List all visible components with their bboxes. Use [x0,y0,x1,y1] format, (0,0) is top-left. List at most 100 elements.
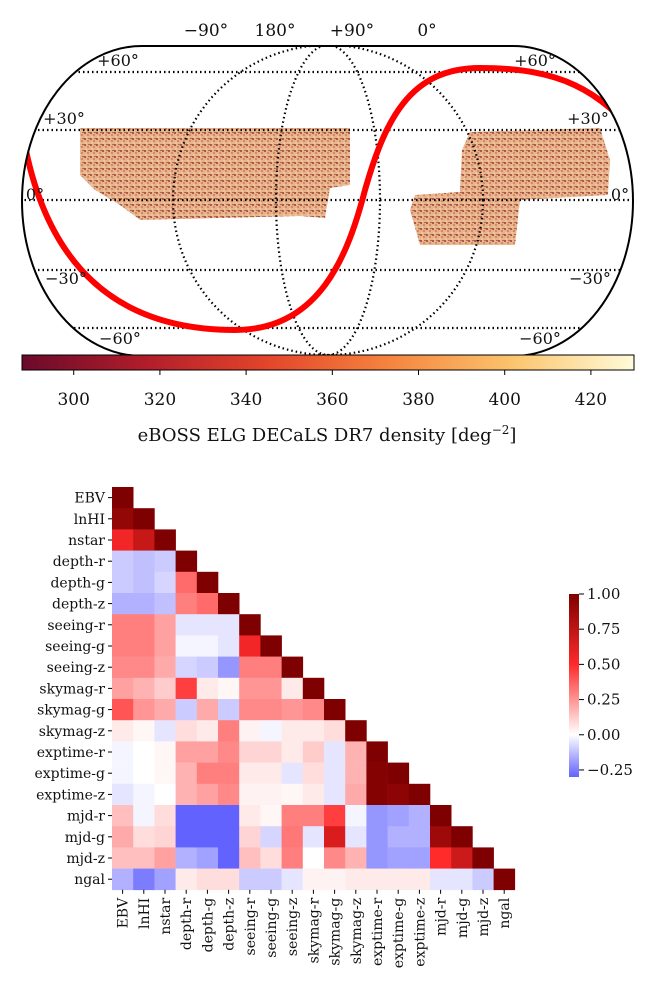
corr-cell [133,529,155,551]
corr-row-label: skymag-g [37,703,105,719]
lon-label: 180° [255,21,296,41]
corr-cell [175,677,198,700]
density-tick-label: 380 [402,390,434,410]
corr-cell [366,805,388,827]
corr-cell [175,614,198,636]
corr-cell [112,783,134,806]
corr-cell [430,805,452,827]
corr-cell [133,614,155,636]
corr-cell [260,826,282,848]
corr-cell [366,847,388,869]
corr-cell [239,656,261,679]
corr-cell [133,741,155,763]
density-colorbar-label: eBOSS ELG DECaLS DR7 density [deg−2] [138,423,517,446]
corr-row-label: mjd-z [66,851,105,867]
corr-cell [302,868,325,891]
corr-cell [112,635,134,657]
corr-cell [239,847,261,869]
corr-row-label: mjd-g [65,830,105,846]
corr-cell [302,783,325,806]
corr-cell [154,529,176,551]
corr-cell [175,741,198,763]
corr-cell [175,868,198,891]
corr-cell [239,677,261,700]
corr-cell [260,635,282,657]
corr-cell [112,550,134,573]
corr-cell [112,741,134,763]
corr-cell [345,762,367,785]
corr-cell [175,762,198,785]
corr-cell [175,550,198,573]
corr-cell [430,868,452,891]
corr-cell [387,868,410,891]
corr-cell [260,677,282,700]
corr-col-label: depth-r [179,897,195,950]
corr-col-label: lnHI [137,898,153,929]
corr-col-label: seeing-r [243,897,259,955]
corr-cell [218,741,240,763]
corr-cell [451,826,473,848]
density-tick-label: 300 [57,390,89,410]
corr-col-label: exptime-g [391,898,407,969]
corr-cell [366,783,388,806]
corr-cell [196,614,219,636]
corr-colorbar-tick-label: 0.50 [587,655,620,673]
corr-cell [218,677,240,700]
corr-cell [281,741,304,763]
corr-cell [218,635,240,657]
corr-row-label: seeing-z [47,660,105,676]
corr-cell [175,699,198,721]
corr-row-label: skymag-r [39,681,105,697]
lon-label: −90° [184,21,228,41]
corr-cell [366,762,388,785]
corr-colorbar-tick-label: 0.25 [587,691,620,709]
lat-label-left: 0° [26,185,44,204]
corr-row-label: exptime-g [35,766,106,782]
corr-cell [345,720,367,742]
corr-cell [408,783,431,806]
corr-cell [302,720,325,742]
corr-cell [239,826,261,848]
corr-cell [112,571,134,594]
corr-col-label: seeing-z [285,898,301,956]
corr-cell [324,805,346,827]
corr-cell [239,783,261,806]
corr-row-label: seeing-g [45,639,105,655]
density-tick-label: 400 [488,390,520,410]
corr-col-label: skymag-g [328,898,344,966]
corr-cell [302,826,325,848]
corr-cell [133,635,155,657]
corr-cell [112,805,134,827]
density-colorbar [21,354,635,371]
corr-colorbar-tick-label: 0.75 [587,620,620,638]
corr-cell [154,783,176,806]
corr-col-label: mjd-g [455,898,471,938]
lat-label-right: −30° [569,269,611,288]
corr-cell [175,720,198,742]
footprint-ngc [80,128,350,220]
corr-col-label: seeing-g [264,898,280,958]
corr-cell [345,783,367,806]
corr-cell [324,699,346,721]
corr-cell [175,635,198,657]
corr-cell [133,826,155,848]
corr-cell [196,868,219,891]
corr-cell [281,805,304,827]
density-tick-label: 360 [316,390,348,410]
corr-cell [133,677,155,700]
corr-cell [387,762,410,785]
corr-cell [260,805,282,827]
corr-cell [302,762,325,785]
corr-cell [112,826,134,848]
corr-cell [196,656,219,679]
corr-cell [218,699,240,721]
corr-row-label: exptime-r [37,745,106,761]
corr-cell [345,868,367,891]
lat-label-right: +60° [514,51,556,70]
corr-row-label: nstar [68,533,105,549]
corr-cell [133,508,155,530]
corr-cell [154,593,176,615]
density-tick-label: 420 [575,390,607,410]
corr-colorbar-tick-label: 1.00 [587,585,620,603]
corr-cell [133,868,155,891]
